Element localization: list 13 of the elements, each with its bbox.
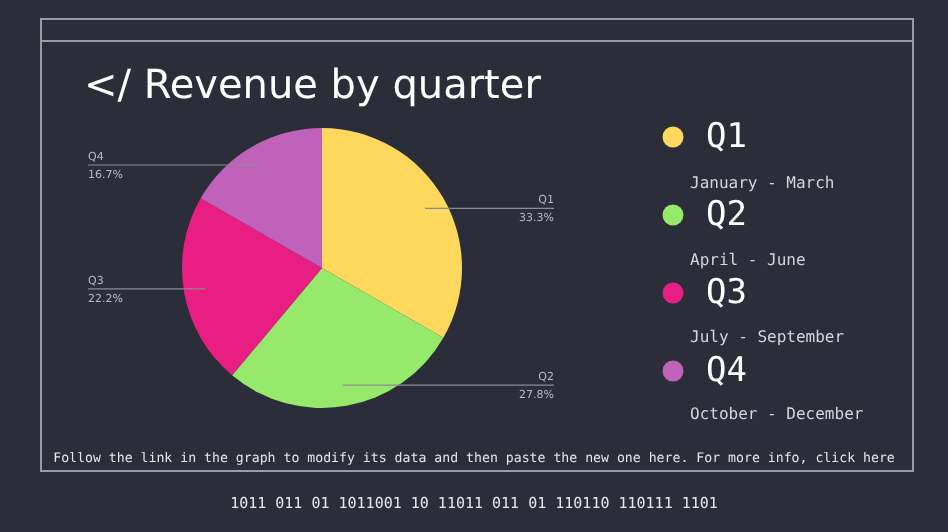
- legend-label: Q1: [706, 117, 747, 157]
- legend-label: Q2: [706, 195, 747, 235]
- text: July - September: [690, 328, 845, 346]
- chart-title: </ Revenue by quarter: [84, 60, 543, 108]
- legend-label: Q4: [706, 351, 747, 391]
- text: January - March: [690, 174, 835, 192]
- text: October - December: [690, 405, 864, 423]
- pie-slice: [232, 268, 444, 408]
- text: April - June: [690, 251, 806, 269]
- legend-label: Q3: [706, 273, 747, 313]
- pie-slice: [200, 128, 322, 268]
- pie-slice: [322, 128, 462, 338]
- pie-slice: [182, 198, 322, 376]
